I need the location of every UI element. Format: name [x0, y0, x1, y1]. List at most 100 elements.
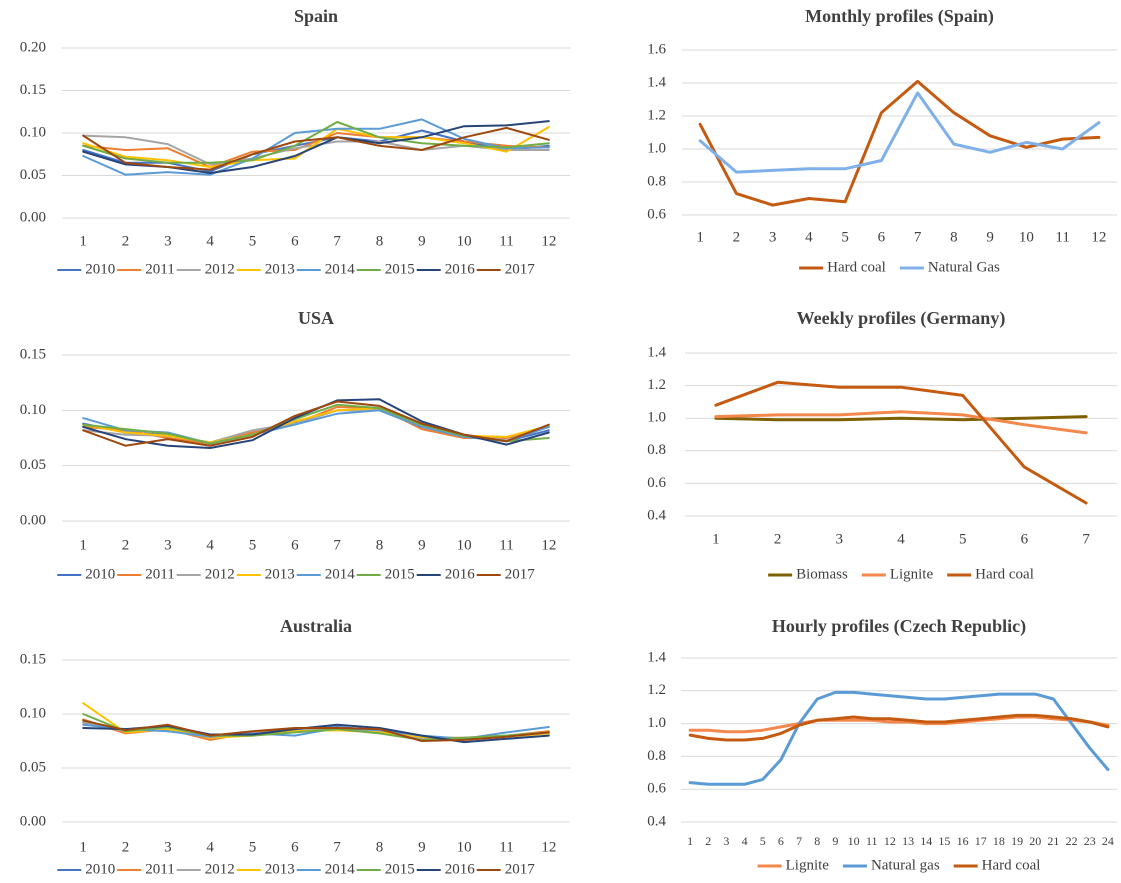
x-tick-label: 6: [291, 839, 299, 855]
legend-label: 2017: [505, 261, 536, 277]
series-line: [82, 132, 550, 168]
x-tick-label: 9: [418, 839, 426, 855]
x-tick-label: 5: [959, 531, 967, 547]
x-tick-label: 5: [841, 229, 849, 245]
chart-title: Spain: [294, 6, 338, 26]
x-tick-label: 6: [291, 233, 299, 249]
legend-label: 2011: [145, 861, 174, 877]
legend-label: Hard coal: [982, 857, 1041, 873]
x-tick-label: 11: [499, 537, 513, 553]
legend-label: 2017: [505, 861, 536, 877]
chart-title: USA: [298, 308, 334, 328]
y-tick-label: 0.10: [20, 124, 46, 140]
y-tick-label: 1.0: [647, 715, 666, 731]
legend-label: 2017: [505, 566, 536, 582]
series-line: [688, 690, 1110, 786]
y-tick-label: 1.4: [647, 649, 666, 665]
x-tick-label: 10: [457, 233, 472, 249]
series-line: [714, 380, 1088, 505]
x-tick-label: 2: [122, 839, 130, 855]
x-tick-label: 4: [897, 531, 905, 547]
x-tick-label: 8: [376, 233, 384, 249]
legend-label: Lignite: [890, 566, 934, 582]
y-tick-label: 0.15: [20, 651, 46, 667]
legend-label: 2016: [445, 566, 476, 582]
x-tick-label: 7: [333, 233, 341, 249]
y-tick-label: 0.8: [647, 442, 666, 458]
y-tick-label: 0.6: [647, 475, 666, 491]
x-tick-label: 2: [733, 229, 741, 245]
x-tick-label: 2: [122, 233, 130, 249]
x-tick-label: 11: [1055, 229, 1069, 245]
chart-title: Australia: [280, 616, 352, 636]
y-tick-label: 0.4: [647, 507, 666, 523]
x-tick-label: 7: [914, 229, 922, 245]
legend-label: 2010: [85, 861, 115, 877]
y-tick-label: 1.0: [647, 140, 666, 156]
y-tick-label: 0.20: [20, 39, 46, 55]
x-tick-label: 18: [993, 834, 1005, 848]
x-tick-label: 4: [206, 839, 214, 855]
y-tick-label: 0.00: [20, 813, 46, 829]
series-line: [698, 91, 1101, 174]
x-tick-label: 6: [878, 229, 886, 245]
legend-label: Natural Gas: [928, 259, 1000, 275]
x-tick-label: 3: [164, 839, 172, 855]
legend-label: Hard coal: [827, 259, 886, 275]
x-tick-label: 5: [760, 834, 766, 848]
y-tick-label: 0.00: [20, 209, 46, 225]
x-tick-label: 11: [499, 839, 513, 855]
legend-label: 2016: [445, 861, 476, 877]
series-line: [688, 713, 1110, 742]
series-line: [714, 415, 1088, 422]
x-tick-label: 24: [1102, 834, 1114, 848]
x-tick-label: 6: [291, 537, 299, 553]
chart-title: Weekly profiles (Germany): [797, 308, 1006, 329]
y-tick-label: 1.4: [647, 344, 666, 360]
y-tick-label: 1.2: [647, 107, 666, 123]
series-line: [82, 713, 550, 741]
x-tick-label: 1: [79, 839, 87, 855]
legend-label: 2014: [325, 861, 356, 877]
x-tick-label: 4: [742, 834, 748, 848]
y-tick-label: 0.8: [647, 748, 666, 764]
x-tick-label: 5: [249, 839, 257, 855]
x-tick-label: 8: [814, 834, 820, 848]
x-tick-label: 7: [1082, 531, 1090, 547]
x-tick-label: 5: [249, 233, 257, 249]
legend-label: 2012: [205, 861, 235, 877]
x-tick-label: 23: [1084, 834, 1096, 848]
x-tick-label: 2: [705, 834, 711, 848]
y-tick-label: 0.6: [647, 206, 666, 222]
x-tick-label: 8: [950, 229, 958, 245]
x-tick-label: 13: [902, 834, 914, 848]
x-tick-label: 2: [122, 537, 130, 553]
x-tick-label: 12: [541, 839, 556, 855]
legend-label: 2010: [85, 566, 115, 582]
x-tick-label: 1: [79, 537, 87, 553]
y-tick-label: 0.05: [20, 457, 46, 473]
chart-title: Monthly profiles (Spain): [805, 6, 994, 27]
legend-label: 2016: [445, 261, 476, 277]
x-tick-label: 8: [376, 537, 384, 553]
legend-label: Lignite: [786, 857, 830, 873]
y-tick-label: 0.00: [20, 512, 46, 528]
x-tick-label: 11: [499, 233, 513, 249]
y-tick-label: 1.0: [647, 410, 666, 426]
x-tick-label: 12: [1091, 229, 1106, 245]
series-line: [82, 126, 550, 168]
x-tick-label: 20: [1029, 834, 1041, 848]
x-tick-label: 3: [836, 531, 844, 547]
legend-label: 2011: [145, 261, 174, 277]
series-line: [82, 118, 550, 176]
x-tick-label: 21: [1047, 834, 1059, 848]
x-tick-label: 12: [884, 834, 896, 848]
legend-label: 2015: [385, 861, 415, 877]
x-tick-label: 10: [1019, 229, 1034, 245]
x-tick-label: 1: [79, 233, 87, 249]
series-line: [698, 79, 1101, 207]
x-tick-label: 17: [975, 834, 987, 848]
x-tick-label: 15: [938, 834, 950, 848]
legend-label: 2015: [385, 261, 415, 277]
